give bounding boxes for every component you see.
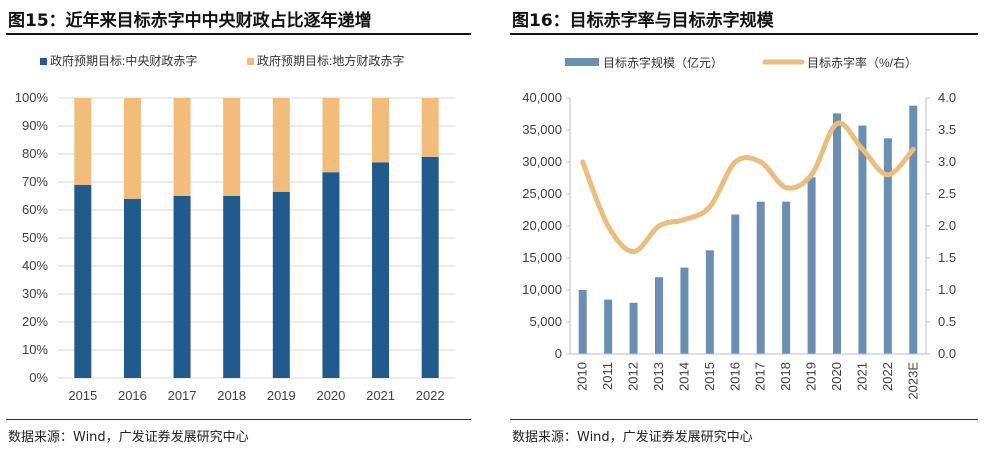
bar-deficit-2015 (705, 250, 714, 354)
bar-deficit-2019 (807, 177, 816, 354)
bar-central-2020 (322, 172, 340, 378)
right-source-rule (510, 419, 978, 420)
bar-deficit-2010 (578, 290, 587, 354)
x-tick-label: 2010 (575, 362, 590, 391)
bar-central-2015 (74, 184, 92, 378)
x-tick-label: 2015 (68, 388, 97, 403)
legend-swatch-0 (40, 58, 47, 65)
bar-local-2018 (223, 98, 241, 196)
y-tick-label: 20% (22, 314, 48, 329)
bar-deficit-2020 (833, 113, 841, 354)
x-tick-label: 2022 (880, 362, 895, 391)
bar-deficit-2017 (756, 201, 765, 354)
x-tick-label: 2021 (366, 388, 395, 403)
x-tick-label: 2017 (168, 388, 197, 403)
y-tick-label-left: 10,000 (522, 282, 562, 297)
bar-deficit-2014 (680, 267, 689, 354)
bar-deficit-2022 (883, 138, 892, 354)
legend-label-line: 目标赤字率（%/右） (807, 55, 917, 70)
bar-local-2020 (322, 98, 340, 173)
x-tick-label: 2020 (316, 388, 345, 403)
x-tick-label: 2016 (727, 362, 742, 391)
y-tick-label-right: 0.0 (938, 346, 956, 361)
bar-deficit-2016 (731, 214, 740, 354)
y-tick-label-left: 40,000 (522, 90, 562, 105)
bar-deficit-2018 (782, 201, 791, 354)
left-source-rule (6, 419, 471, 420)
bar-local-2017 (173, 98, 191, 196)
x-tick-label: 2022 (416, 388, 445, 403)
bar-deficit-2012 (629, 302, 638, 354)
bar-line-combo-chart: 目标赤字规模（亿元） 目标赤字率（%/右） 0 5,000 10,000 15,000 2… (522, 55, 956, 400)
right-chart-title: 图16：目标赤字率与目标赤字规模 (512, 11, 774, 31)
y-tick-label-left: 35,000 (522, 122, 562, 137)
bar-deficit-2011 (604, 299, 613, 354)
y-tick-label: 70% (22, 174, 48, 189)
legend-label-0: 政府预期目标:中央财政赤字 (50, 53, 197, 68)
y-tick-label-right: 0.5 (938, 314, 956, 329)
bar-local-2019 (272, 98, 290, 192)
y-tick-label: 100% (15, 90, 49, 105)
left-chart-title: 图15：近年来目标赤字中中央财政占比逐年递增 (8, 11, 372, 31)
y-tick-label-left: 5,000 (529, 314, 562, 329)
x-tick-label: 2021 (854, 362, 869, 391)
y-tick-label: 30% (22, 286, 48, 301)
bar-central-2022 (421, 156, 439, 378)
bar-deficit-2021 (858, 125, 867, 355)
y-tick-label-right: 2.0 (938, 218, 956, 233)
y-tick-label-right: 3.0 (938, 154, 956, 169)
bar-local-2021 (372, 98, 390, 163)
x-tick-label: 2011 (600, 362, 615, 390)
x-tick-label: 2012 (626, 362, 641, 391)
x-tick-label: 2016 (118, 388, 147, 403)
line-deficit-rate (580, 120, 916, 255)
y-tick-label-right: 2.5 (938, 186, 956, 201)
bar-central-2017 (173, 196, 191, 378)
y-tick-label: 10% (22, 342, 48, 357)
x-tick-label: 2018 (217, 388, 246, 403)
legend-swatch-1 (247, 58, 254, 65)
bar-central-2019 (272, 191, 290, 378)
y-tick-label-left: 15,000 (522, 250, 562, 265)
bar-central-2021 (372, 162, 390, 378)
legend-label-1: 政府预期目标:地方财政赤字 (257, 53, 404, 68)
x-tick-label: 2023E (905, 362, 920, 400)
y-tick-label: 50% (22, 230, 48, 245)
left-title-rule (6, 33, 471, 35)
y-tick-label: 90% (22, 118, 48, 133)
bar-central-2016 (123, 198, 141, 378)
x-tick-label: 2013 (651, 362, 666, 391)
x-tick-label: 2019 (804, 362, 819, 391)
y-tick-label-right: 1.5 (938, 250, 956, 265)
x-tick-label: 2020 (829, 362, 844, 391)
bar-local-2016 (123, 98, 141, 199)
y-tick-label: 40% (22, 258, 48, 273)
y-tick-label-left: 0 (555, 346, 562, 361)
y-tick-label: 80% (22, 146, 48, 161)
right-title-rule (510, 33, 978, 35)
y-tick-label-right: 3.5 (938, 122, 956, 137)
legend-swatch-bar (565, 58, 599, 66)
bar-central-2018 (223, 196, 241, 378)
x-tick-label: 2018 (778, 362, 793, 391)
x-tick-label: 2019 (267, 388, 296, 403)
y-tick-label-left: 25,000 (522, 186, 562, 201)
right-chart-source: 数据来源：Wind，广发证券发展研究中心 (512, 430, 753, 445)
bar-local-2015 (74, 98, 92, 185)
y-tick-label-right: 4.0 (938, 90, 956, 105)
x-tick-label: 2017 (753, 362, 768, 391)
left-chart-source: 数据来源：Wind，广发证券发展研究中心 (8, 430, 249, 445)
bar-deficit-2023E (909, 105, 918, 355)
legend-label-bar: 目标赤字规模（亿元） (603, 55, 723, 70)
x-tick-label: 2014 (676, 362, 691, 391)
bar-local-2022 (421, 98, 439, 157)
bar-deficit-2013 (655, 277, 663, 354)
y-tick-label-left: 20,000 (522, 218, 562, 233)
y-tick-label: 0% (29, 370, 48, 385)
y-tick-label-left: 30,000 (522, 154, 562, 169)
y-tick-label-right: 1.0 (938, 282, 956, 297)
x-tick-label: 2015 (702, 362, 717, 391)
y-tick-label: 60% (22, 202, 48, 217)
stacked-percent-bar-chart: 政府预期目标:中央财政赤字 政府预期目标:地方财政赤字 0% 10% 20% 30% 40… (15, 53, 455, 403)
